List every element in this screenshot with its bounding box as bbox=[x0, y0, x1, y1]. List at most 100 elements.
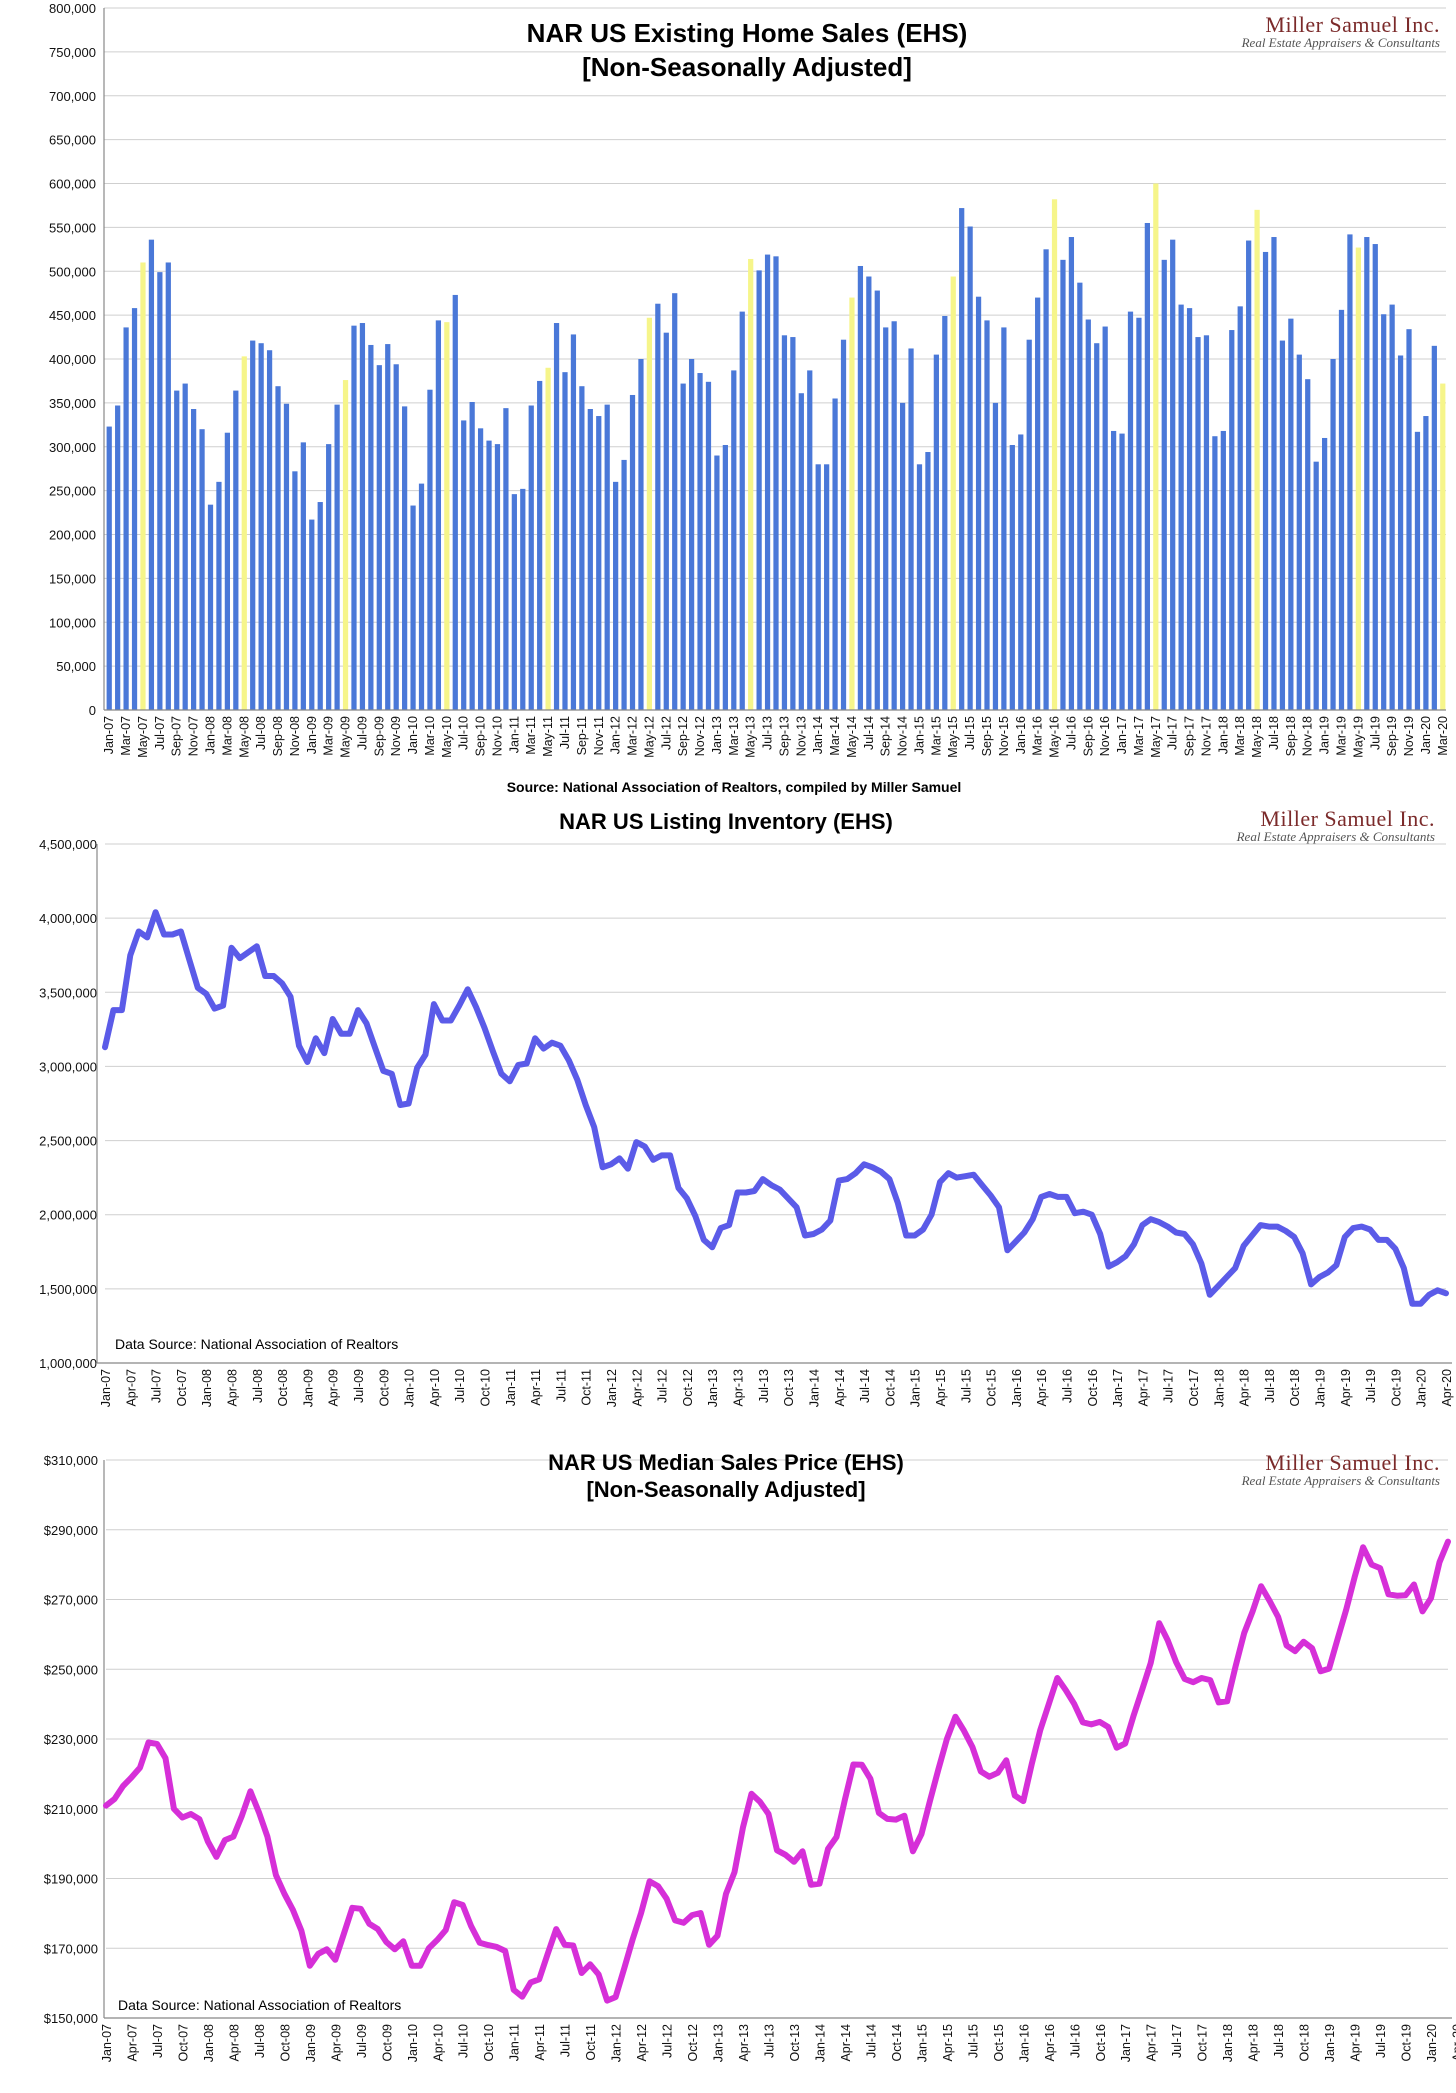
bar-Jul-17 bbox=[1170, 239, 1176, 710]
bar-Dec-08 bbox=[300, 442, 306, 710]
x-tick-label: Nov-07 bbox=[187, 716, 201, 756]
bar-Oct-08 bbox=[283, 403, 290, 710]
y-tick-label: $250,000 bbox=[44, 1662, 98, 1677]
y-tick-label: 800,000 bbox=[49, 1, 96, 16]
bar-Jan-15 bbox=[916, 464, 923, 710]
bar-Jun-09 bbox=[351, 325, 357, 710]
x-tick-label: Apr-17 bbox=[1145, 2024, 1159, 2062]
bar-Jan-10 bbox=[410, 505, 416, 710]
x-tick-label: Jul-15 bbox=[959, 1369, 973, 1403]
x-tick-label: Jan-20 bbox=[1425, 2024, 1439, 2062]
brand-name: Miller Samuel Inc. bbox=[1265, 1450, 1440, 1475]
bar-Dec-17 bbox=[1212, 436, 1218, 710]
listing-inventory-panel: 1,000,000 1,500,000 2,000,000 2,500,000 3,00… bbox=[0, 800, 1456, 1440]
x-tick-label: Jan-15 bbox=[915, 2024, 929, 2062]
chart-title: NAR US Median Sales Price (EHS) bbox=[548, 1450, 904, 1475]
median-price-panel: $150,000 $170,000 $190,000 $210,000 $230,000… bbox=[0, 1440, 1456, 2093]
bar-Aug-12 bbox=[672, 293, 678, 710]
x-tick-label: Nov-08 bbox=[288, 716, 302, 756]
y-tick-label: 50,000 bbox=[56, 659, 96, 674]
bar-Oct-10 bbox=[486, 440, 492, 710]
x-tick-label: Jan-13 bbox=[712, 2024, 726, 2062]
bar-May-19 bbox=[1355, 247, 1361, 710]
listing-inventory-chart: 1,000,000 1,500,000 2,000,000 2,500,000 3,00… bbox=[39, 806, 1454, 1407]
bar-Feb-10 bbox=[418, 483, 425, 710]
x-tick-label: Apr-12 bbox=[630, 1369, 644, 1407]
bar-Jul-19 bbox=[1372, 244, 1378, 711]
x-tick-label: Jan-07 bbox=[102, 716, 116, 754]
x-tick-label: Jan-18 bbox=[1216, 716, 1230, 754]
x-tick-label: Apr-13 bbox=[737, 2024, 751, 2062]
x-tick-label: Jul-17 bbox=[1170, 2024, 1184, 2058]
y-gridlines bbox=[105, 843, 1446, 1364]
bar-Oct-16 bbox=[1094, 343, 1100, 710]
bar-Feb-12 bbox=[621, 459, 627, 710]
bar-Jan-20 bbox=[1423, 416, 1429, 710]
x-tick-label: Mar-15 bbox=[929, 716, 943, 756]
bar-May-14 bbox=[849, 297, 855, 710]
x-tick-label: Jul-10 bbox=[453, 1369, 467, 1403]
bar-Aug-18 bbox=[1279, 340, 1286, 710]
x-tick-label: Sep-15 bbox=[980, 716, 994, 756]
x-tick-label: Oct-09 bbox=[380, 2024, 394, 2062]
x-tick-label: Jul-07 bbox=[153, 716, 167, 750]
x-tick-label: Jul-18 bbox=[1263, 1369, 1277, 1403]
bar-Jan-07 bbox=[106, 426, 112, 710]
x-tick-label: Mar-08 bbox=[220, 716, 234, 756]
x-tick-label: Jul-07 bbox=[151, 2024, 165, 2058]
bar-Jan-12 bbox=[613, 481, 619, 710]
bar-Feb-16 bbox=[1026, 339, 1032, 710]
bar-Sep-11 bbox=[579, 386, 585, 710]
x-tick-label: Oct-18 bbox=[1298, 2024, 1312, 2062]
x-tick-label: Jul-11 bbox=[559, 2024, 573, 2057]
bar-Oct-13 bbox=[790, 337, 796, 710]
y-tick-label: 4,000,000 bbox=[39, 911, 97, 926]
bar-Dec-19 bbox=[1414, 431, 1421, 710]
x-tick-label: Jul-16 bbox=[1064, 716, 1078, 750]
bar-May-17 bbox=[1153, 183, 1159, 710]
x-tick-label: Apr-18 bbox=[1238, 1369, 1252, 1407]
bar-Jan-18 bbox=[1220, 430, 1226, 710]
inventory-series-line bbox=[102, 909, 1449, 1307]
x-tick-label: Oct-16 bbox=[1086, 1369, 1100, 1407]
chart-subtitle: [Non-Seasonally Adjusted] bbox=[586, 1477, 865, 1502]
bar-Oct-19 bbox=[1397, 355, 1404, 710]
bar-Jul-15 bbox=[967, 226, 973, 710]
y-tick-label: 150,000 bbox=[49, 571, 96, 586]
bar-Feb-09 bbox=[317, 502, 323, 710]
bar-Dec-13 bbox=[807, 370, 813, 710]
chart-title: NAR US Listing Inventory (EHS) bbox=[559, 809, 893, 834]
y-tick-label: 1,000,000 bbox=[39, 1356, 97, 1371]
y-tick-label: 0 bbox=[89, 703, 96, 718]
x-tick-label: Nov-10 bbox=[490, 716, 504, 756]
x-tick-label: Apr-08 bbox=[227, 2024, 241, 2062]
bar-Sep-14 bbox=[883, 327, 889, 710]
x-tick-label: Mar-19 bbox=[1334, 716, 1348, 756]
y-tick-label: $270,000 bbox=[44, 1593, 98, 1608]
x-tick-label: Mar-16 bbox=[1031, 716, 1045, 756]
x-tick-label: Mar-18 bbox=[1233, 716, 1247, 756]
x-tick-label: Apr-08 bbox=[226, 1369, 240, 1407]
bar-Mar-12 bbox=[629, 394, 636, 710]
bar-Oct-11 bbox=[587, 409, 593, 710]
y-tick-label: $290,000 bbox=[44, 1523, 98, 1538]
bar-May-10 bbox=[444, 322, 450, 710]
bar-Sep-10 bbox=[477, 428, 484, 710]
x-tick-label: Nov-12 bbox=[693, 716, 707, 756]
x-tick-label: Oct-07 bbox=[175, 1369, 189, 1407]
bar-Jul-18 bbox=[1271, 237, 1277, 710]
y-tick-label: 2,000,000 bbox=[39, 1208, 97, 1223]
bar-Jun-15 bbox=[959, 208, 965, 710]
x-tick-label: Jan-11 bbox=[507, 716, 521, 753]
x-tick-label: Apr-10 bbox=[428, 1369, 442, 1407]
x-tick-label: Jan-19 bbox=[1323, 2024, 1337, 2062]
x-tick-label: Jul-18 bbox=[1267, 716, 1281, 750]
bar-Jun-13 bbox=[756, 270, 762, 710]
x-tick-label: Jan-13 bbox=[710, 716, 724, 754]
bar-Feb-17 bbox=[1127, 311, 1134, 710]
x-tick-label: Jan-14 bbox=[807, 1369, 821, 1407]
bar-Mar-19 bbox=[1338, 309, 1345, 710]
bar-Jul-08 bbox=[258, 343, 264, 710]
bar-Jul-07 bbox=[157, 272, 163, 710]
bar-Mar-07 bbox=[123, 327, 129, 710]
